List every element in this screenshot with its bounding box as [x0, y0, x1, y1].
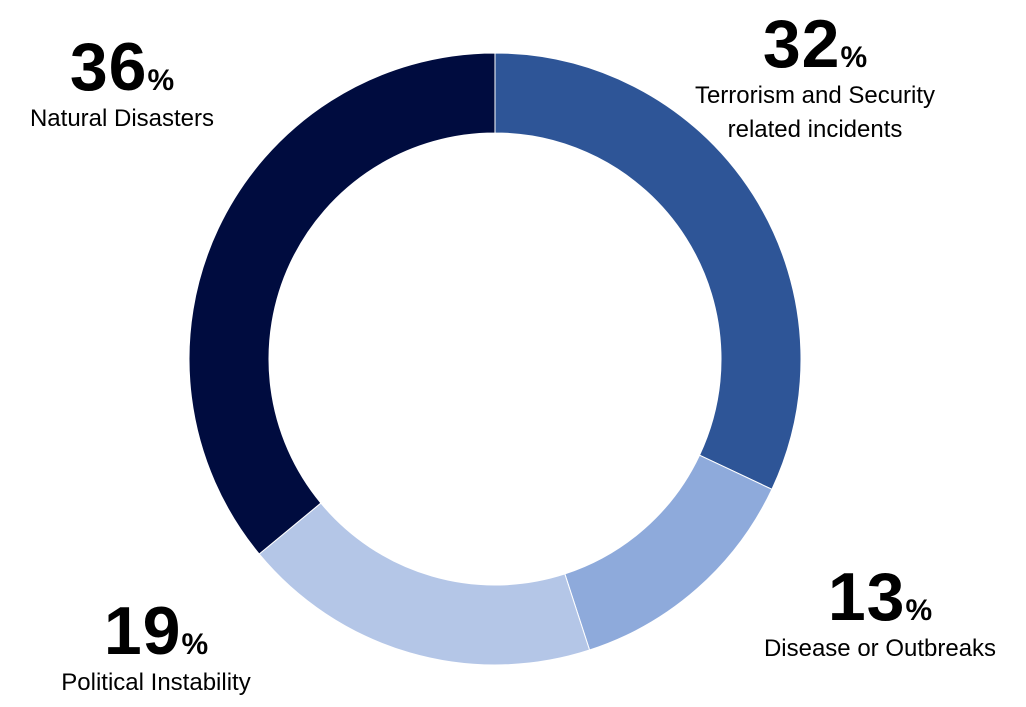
- category-label: Disease or Outbreaks: [763, 635, 997, 662]
- label-natural-disasters: 36% Natural Disasters: [30, 33, 214, 135]
- value-label: 19%: [61, 597, 250, 665]
- value-unit: %: [181, 628, 209, 661]
- value-unit: %: [147, 64, 175, 97]
- category-label-line1: Terrorism and Security: [694, 82, 936, 109]
- value-label: 13%: [764, 563, 996, 631]
- slice-natural-disasters: [188, 52, 496, 555]
- slice-terrorism-security: [494, 52, 802, 490]
- label-terrorism-security: 32% Terrorism and Security related incid…: [695, 10, 935, 146]
- category-label: Natural Disasters: [29, 105, 215, 132]
- slice-political-instability: [258, 502, 591, 666]
- label-disease-outbreaks: 13% Disease or Outbreaks: [764, 563, 996, 665]
- value-number: 32: [762, 6, 841, 82]
- value-number: 13: [827, 559, 906, 635]
- value-unit: %: [840, 41, 868, 74]
- slice-disease-outbreaks: [564, 454, 773, 651]
- label-political-instability: 19% Political Instability: [61, 597, 250, 699]
- value-number: 36: [69, 29, 148, 105]
- value-unit: %: [905, 594, 933, 627]
- donut-slices: [188, 52, 802, 666]
- value-number: 19: [103, 593, 182, 669]
- category-label-line2: related incidents: [727, 116, 903, 143]
- value-label: 36%: [30, 33, 214, 101]
- value-label: 32%: [695, 10, 935, 78]
- category-label: Political Instability: [61, 669, 251, 696]
